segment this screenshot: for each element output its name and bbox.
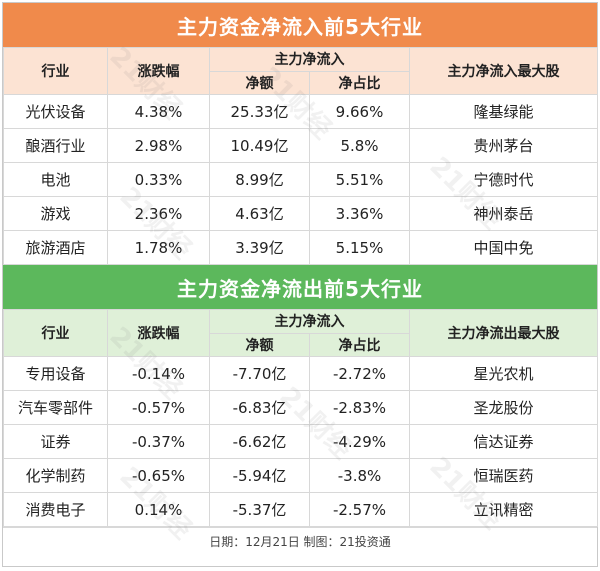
table-row: 消费电子 0.14% -5.37亿 -2.57% 立讯精密	[3, 492, 598, 527]
change-cell: 2.98%	[107, 128, 210, 163]
net-ratio-cell: -3.8%	[309, 458, 410, 493]
top-stock-cell: 圣龙股份	[409, 390, 598, 425]
outflow-title: 主力资金净流出前5大行业	[3, 265, 597, 309]
table-row: 专用设备 -0.14% -7.70亿 -2.72% 星光农机	[3, 356, 598, 391]
inflow-title: 主力资金净流入前5大行业	[3, 3, 597, 47]
industry-cell: 化学制药	[3, 458, 108, 493]
net-amount-cell: -7.70亿	[209, 356, 310, 391]
inflow-table: 行业 涨跌幅 主力净流入 主力净流入最大股 净额 净占比 光伏设备 4.38% …	[3, 47, 598, 265]
industry-cell: 汽车零部件	[3, 390, 108, 425]
table-row: 游戏 2.36% 4.63亿 3.36% 神州泰岳	[3, 196, 598, 231]
top-stock-cell: 中国中免	[409, 230, 598, 265]
industry-cell: 旅游酒店	[3, 230, 108, 265]
industry-cell: 专用设备	[3, 356, 108, 391]
change-cell: -0.14%	[107, 356, 210, 391]
inflow-header-main-flow: 主力净流入	[209, 47, 410, 72]
top-stock-cell: 信达证券	[409, 424, 598, 459]
industry-cell: 证券	[3, 424, 108, 459]
outflow-header-top-stock: 主力净流出最大股	[409, 309, 598, 357]
change-cell: 0.33%	[107, 162, 210, 197]
industry-cell: 光伏设备	[3, 94, 108, 129]
net-amount-cell: 25.33亿	[209, 94, 310, 129]
inflow-header-industry: 行业	[3, 47, 108, 95]
industry-cell: 电池	[3, 162, 108, 197]
net-ratio-cell: 3.36%	[309, 196, 410, 231]
outflow-header-net-amount: 净额	[209, 332, 310, 357]
net-amount-cell: -5.37亿	[209, 492, 310, 527]
change-cell: 1.78%	[107, 230, 210, 265]
net-amount-cell: 3.39亿	[209, 230, 310, 265]
net-amount-cell: 8.99亿	[209, 162, 310, 197]
table-row: 证券 -0.37% -6.62亿 -4.29% 信达证券	[3, 424, 598, 459]
change-cell: -0.65%	[107, 458, 210, 493]
industry-cell: 消费电子	[3, 492, 108, 527]
net-ratio-cell: -2.57%	[309, 492, 410, 527]
net-amount-cell: 10.49亿	[209, 128, 310, 163]
net-amount-cell: -6.83亿	[209, 390, 310, 425]
source-footer: 日期：12月21日 制图：21投资通	[3, 527, 597, 554]
table-row: 电池 0.33% 8.99亿 5.51% 宁德时代	[3, 162, 598, 197]
outflow-header-net-ratio: 净占比	[309, 332, 410, 357]
net-amount-cell: -6.62亿	[209, 424, 310, 459]
industry-cell: 游戏	[3, 196, 108, 231]
table-row: 旅游酒店 1.78% 3.39亿 5.15% 中国中免	[3, 230, 598, 265]
inflow-header-net-ratio: 净占比	[309, 70, 410, 95]
top-stock-cell: 立讯精密	[409, 492, 598, 527]
change-cell: 0.14%	[107, 492, 210, 527]
net-ratio-cell: -4.29%	[309, 424, 410, 459]
net-ratio-cell: 5.15%	[309, 230, 410, 265]
net-ratio-cell: 9.66%	[309, 94, 410, 129]
table-row: 汽车零部件 -0.57% -6.83亿 -2.83% 圣龙股份	[3, 390, 598, 425]
net-ratio-cell: 5.51%	[309, 162, 410, 197]
top-stock-cell: 恒瑞医药	[409, 458, 598, 493]
outflow-header-change: 涨跌幅	[107, 309, 210, 357]
net-amount-cell: -5.94亿	[209, 458, 310, 493]
top-stock-cell: 隆基绿能	[409, 94, 598, 129]
change-cell: -0.57%	[107, 390, 210, 425]
outflow-header-main-flow: 主力净流入	[209, 309, 410, 334]
top-stock-cell: 神州泰岳	[409, 196, 598, 231]
change-cell: 2.36%	[107, 196, 210, 231]
outflow-table: 行业 涨跌幅 主力净流入 主力净流出最大股 净额 净占比 专用设备 -0.14%…	[3, 309, 598, 527]
change-cell: -0.37%	[107, 424, 210, 459]
net-ratio-cell: -2.83%	[309, 390, 410, 425]
inflow-header-top-stock: 主力净流入最大股	[409, 47, 598, 95]
top-stock-cell: 贵州茅台	[409, 128, 598, 163]
table-row: 化学制药 -0.65% -5.94亿 -3.8% 恒瑞医药	[3, 458, 598, 493]
inflow-header-change: 涨跌幅	[107, 47, 210, 95]
net-ratio-cell: -2.72%	[309, 356, 410, 391]
outflow-header-industry: 行业	[3, 309, 108, 357]
inflow-header-net-amount: 净额	[209, 70, 310, 95]
top-stock-cell: 宁德时代	[409, 162, 598, 197]
net-ratio-cell: 5.8%	[309, 128, 410, 163]
industry-cell: 酿酒行业	[3, 128, 108, 163]
table-row: 光伏设备 4.38% 25.33亿 9.66% 隆基绿能	[3, 94, 598, 129]
table-row: 酿酒行业 2.98% 10.49亿 5.8% 贵州茅台	[3, 128, 598, 163]
net-amount-cell: 4.63亿	[209, 196, 310, 231]
change-cell: 4.38%	[107, 94, 210, 129]
top-stock-cell: 星光农机	[409, 356, 598, 391]
